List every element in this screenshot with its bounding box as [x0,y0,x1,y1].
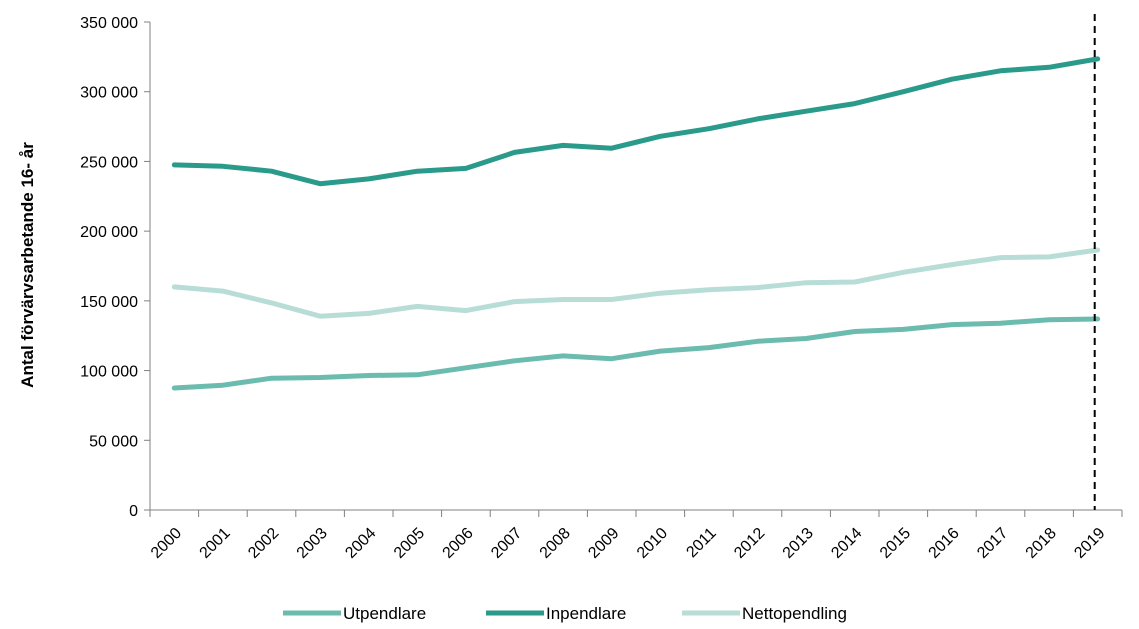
x-tick-label: 2012 [731,525,768,562]
x-tick-label: 2010 [634,525,671,562]
series-line-utpendlare [171,316,1101,391]
y-tick-label: 150 000 [80,294,138,311]
legend-label-nettopendling: Nettopendling [742,604,847,623]
x-axis-ticks: 2000 2001 2002 2003 2004 2005 2006 2007 2008 2009… [148,510,1123,562]
x-tick-label: 2015 [877,525,914,562]
x-tick-label: 2001 [197,525,234,562]
y-axis-title-group: Antal förvärvsarbetande 16- år [18,142,37,388]
x-tick-label: 2009 [585,525,622,562]
x-tick-label: 2004 [342,525,379,562]
legend-label-inpendlare: Inpendlare [546,604,626,623]
y-tick-label: 0 [129,503,138,520]
y-tick-label: 200 000 [80,224,138,241]
x-tick-label: 2003 [294,525,331,562]
x-tick-label: 2002 [245,525,282,562]
y-tick-label: 350 000 [80,15,138,32]
series-lines [171,56,1101,391]
y-tick-label: 50 000 [89,433,138,450]
legend: Utpendlare Inpendlare Nettopendling [283,604,847,623]
y-tick-label: 100 000 [80,364,138,381]
axes [149,22,1122,511]
x-tick-label: 2018 [1023,525,1060,562]
x-tick-label: 2007 [488,525,525,562]
y-tick-label: 300 000 [80,85,138,102]
y-axis-title: Antal förvärvsarbetande 16- år [18,142,37,388]
x-tick-label: 2014 [828,525,865,562]
y-axis-ticks: 0 50 000 100 000 150 000 200 000 250 000 300 0… [80,15,150,520]
x-tick-label: 2017 [974,525,1011,562]
x-tick-label: 2006 [440,525,477,562]
x-tick-label: 2008 [537,525,574,562]
y-tick-label: 250 000 [80,154,138,171]
x-tick-label: 2005 [391,525,428,562]
x-tick-label: 2016 [926,525,963,562]
x-tick-label: 2013 [780,525,817,562]
legend-label-utpendlare: Utpendlare [343,604,426,623]
series-line-inpendlare [171,56,1101,187]
series-line-nettopendling [171,247,1101,319]
x-tick-label: 2000 [148,525,185,562]
x-tick-label: 2019 [1071,525,1108,562]
x-tick-label: 2011 [683,525,719,561]
